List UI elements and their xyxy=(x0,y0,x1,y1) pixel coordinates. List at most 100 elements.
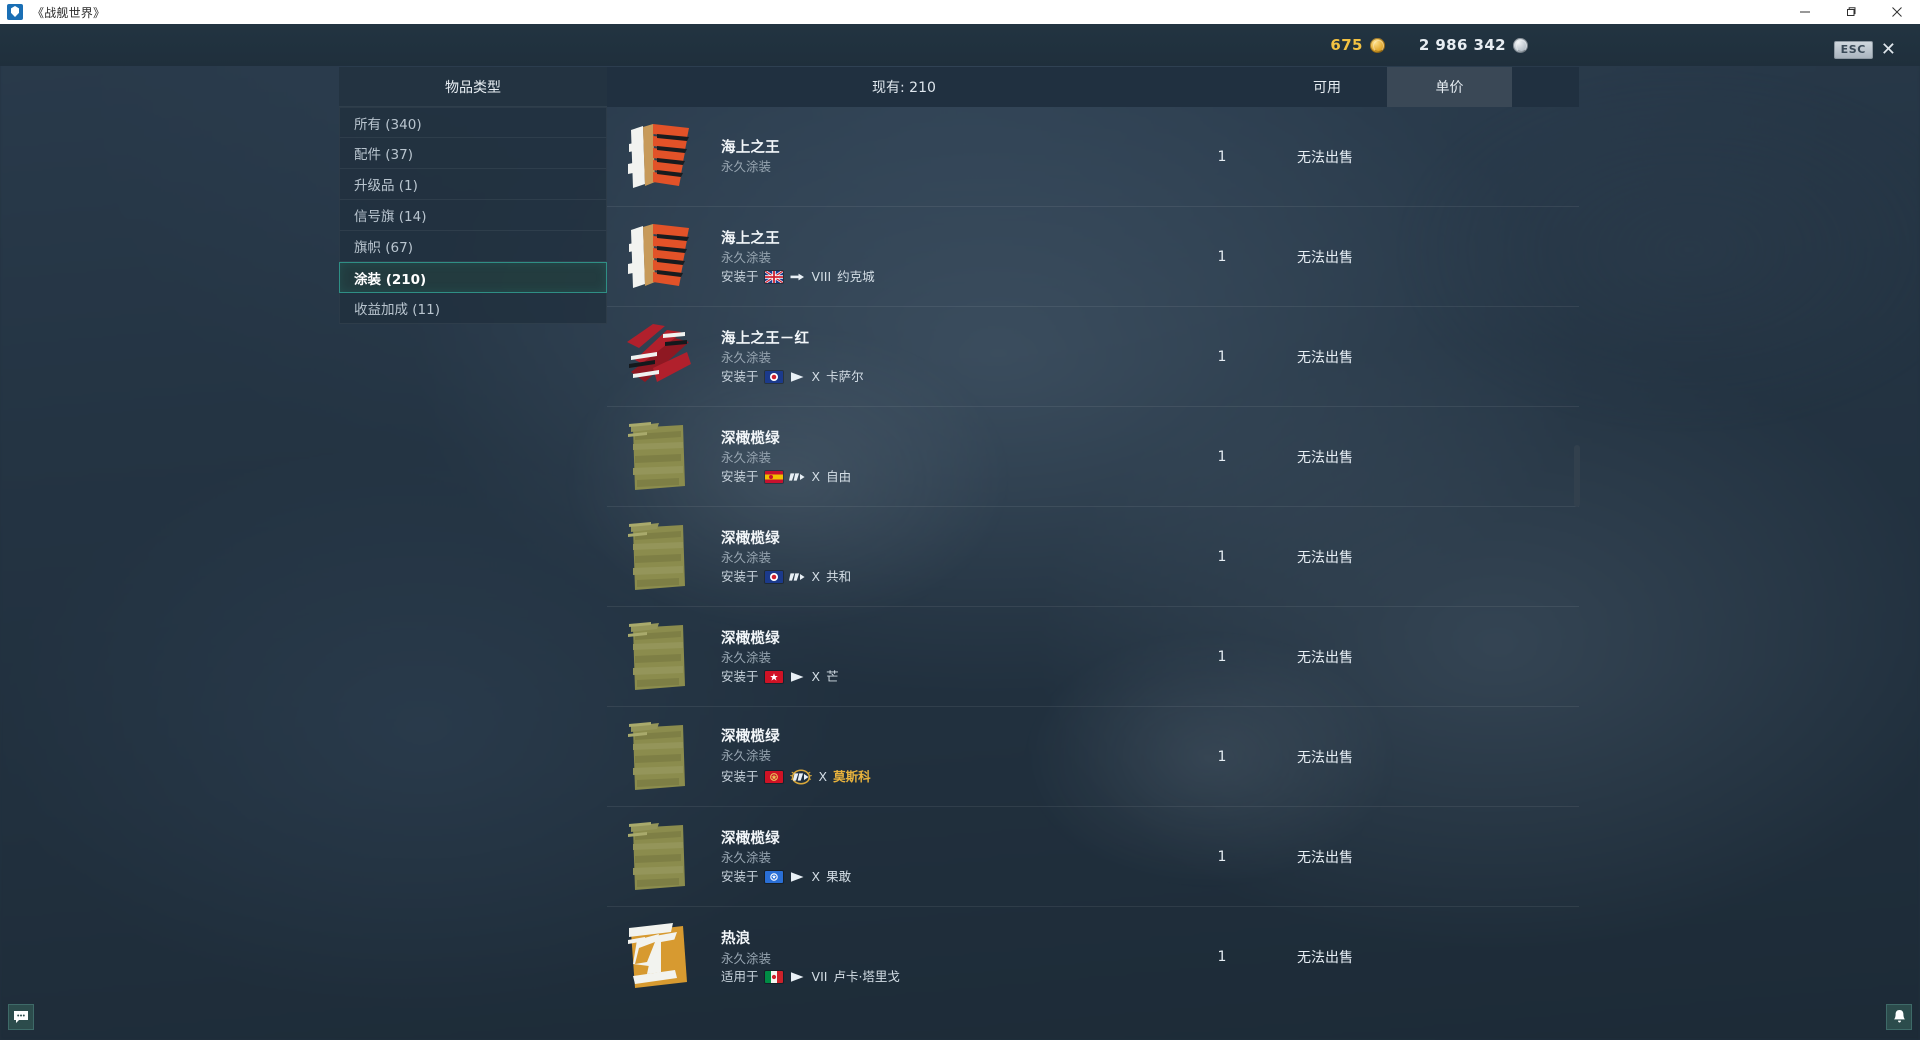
sidebar-item-modules[interactable]: 配件 (37) xyxy=(339,138,607,169)
item-quantity: 1 xyxy=(1217,149,1227,165)
tab-available[interactable]: 可用 xyxy=(1313,80,1341,96)
item-name: 海上之王 xyxy=(721,139,780,156)
chat-bubble-icon xyxy=(14,1011,28,1023)
item-price: 无法出售 xyxy=(1297,150,1353,166)
nation-flag-icon xyxy=(764,470,783,483)
item-subtitle: 永久涂装 xyxy=(721,350,772,365)
table-row[interactable]: 深橄榄绿 永久涂装 安装于 X 果敢 1 无法出售 xyxy=(607,807,1579,907)
item-price: 无法出售 xyxy=(1297,850,1353,866)
item-subtitle: 永久涂装 xyxy=(721,650,772,665)
doubloons-counter[interactable]: 675 xyxy=(1330,36,1385,54)
ship-name: 共和 xyxy=(826,568,852,584)
item-price: 无法出售 xyxy=(1297,250,1353,266)
item-subtitle: 永久涂装 xyxy=(721,450,772,465)
ship-name: 卢卡·塔里戈 xyxy=(833,969,900,985)
table-row[interactable]: 海上之王永久涂装 1 无法出售 xyxy=(607,107,1579,207)
item-list[interactable]: 海上之王 永久涂装 1 无法出售 海上之王 永久涂装 安装于 VIII 约克城 1 无法出售 xyxy=(607,107,1579,1008)
table-row[interactable]: 海上之王 永久涂装 安装于 VIII 约克城 1 无法出售 xyxy=(607,207,1579,307)
item-price: 无法出售 xyxy=(1297,950,1353,966)
camouflage-thumbnail xyxy=(623,220,699,294)
ship-tier: X xyxy=(811,668,821,684)
item-price: 无法出售 xyxy=(1297,450,1353,466)
mount-label: 安装于 xyxy=(721,468,759,484)
item-info: 深橄榄绿 永久涂装 安装于 X 果敢 xyxy=(721,830,1161,883)
ship-class-icon xyxy=(788,571,806,583)
close-icon[interactable] xyxy=(1874,0,1920,24)
mount-label: 安装于 xyxy=(721,868,759,884)
ship-name: 自由 xyxy=(826,468,852,484)
panel-header: 物品类型 现有: 210 可用 单价 xyxy=(339,67,1579,107)
item-price: 无法出售 xyxy=(1297,750,1353,766)
item-quantity: 1 xyxy=(1217,849,1227,865)
nation-flag-icon xyxy=(764,670,783,683)
mount-label: 安装于 xyxy=(721,668,759,684)
item-quantity: 1 xyxy=(1217,749,1227,765)
gold-doubloon-icon xyxy=(1369,37,1385,53)
ship-tier: X xyxy=(811,568,821,584)
item-name: 深橄榄绿 xyxy=(721,430,780,447)
close-x-icon[interactable]: ✕ xyxy=(1880,39,1896,60)
item-subtitle: 永久涂装 xyxy=(721,950,772,966)
window-title: 《战舰世界》 xyxy=(32,5,106,20)
sidebar-item-flags[interactable]: 旗帜 (67) xyxy=(339,231,607,262)
item-quantity: 1 xyxy=(1217,449,1227,465)
tab-unit-price[interactable]: 单价 xyxy=(1387,67,1512,107)
silver-credit-icon xyxy=(1513,37,1528,53)
item-name: 深橄榄绿 xyxy=(721,630,780,647)
camouflage-thumbnail xyxy=(623,320,699,394)
ship-name: 果敢 xyxy=(826,868,852,884)
mount-label: 安装于 xyxy=(721,268,759,284)
sidebar-header: 物品类型 xyxy=(339,67,607,107)
esc-close-control[interactable]: ESC ✕ xyxy=(1833,39,1896,60)
nation-flag-icon xyxy=(764,870,783,883)
item-info: 深橄榄绿 永久涂装 安装于 X 芒 xyxy=(721,630,1161,683)
item-name: 深橄榄绿 xyxy=(721,729,780,746)
ship-class-icon xyxy=(789,371,806,383)
ship-class-icon xyxy=(789,971,806,983)
credits-value: 2 986 342 xyxy=(1418,36,1506,54)
mount-label: 安装于 xyxy=(721,568,759,584)
item-mounted-ship: 安装于 X 卡萨尔 xyxy=(721,370,1161,384)
item-subtitle: 永久涂装 xyxy=(721,550,772,565)
minimize-icon[interactable] xyxy=(1782,0,1828,24)
nation-flag-icon xyxy=(764,971,783,984)
table-row[interactable]: 海上之王－红 永久涂装 安装于 X 卡萨尔 1 无法出售 xyxy=(607,307,1579,407)
ship-tier: X xyxy=(818,768,828,784)
ship-class-icon xyxy=(789,871,806,883)
list-scrollbar[interactable] xyxy=(1573,107,1581,1008)
scrollbar-thumb[interactable] xyxy=(1574,445,1580,507)
table-row[interactable]: 热浪 永久涂装 适用于 VII 卢卡·塔里戈 1 无法出售 xyxy=(607,907,1579,1007)
table-row[interactable]: 深橄榄绿 永久涂装 安装于 X 共和 1 无法出售 xyxy=(607,507,1579,607)
item-mounted-ship: 安装于 X 芒 xyxy=(721,668,1161,684)
ship-tier: VIII xyxy=(811,268,832,284)
ship-class-icon xyxy=(789,671,806,683)
item-price: 无法出售 xyxy=(1297,350,1353,366)
item-info: 海上之王 永久涂装 xyxy=(721,139,1161,175)
item-name: 海上之王 xyxy=(721,230,780,247)
table-row[interactable]: 深橄榄绿 永久涂装 安装于 X 自由 1 无法出售 xyxy=(607,407,1579,507)
item-mounted-ship: 安装于 X 共和 xyxy=(721,568,1161,584)
table-row[interactable]: 深橄榄绿 永久涂装 安装于 X 芒 1 无法出售 xyxy=(607,607,1579,707)
chat-button[interactable] xyxy=(8,1004,34,1030)
notifications-button[interactable] xyxy=(1886,1004,1912,1030)
sidebar-item-signals[interactable]: 信号旗 (14) xyxy=(339,200,607,231)
shield-icon xyxy=(7,4,23,20)
item-subtitle: 永久涂装 xyxy=(721,158,772,174)
item-quantity: 1 xyxy=(1217,649,1227,665)
item-quantity: 1 xyxy=(1217,949,1227,965)
item-mounted-ship: 安装于 X 果敢 xyxy=(721,868,1161,884)
top-hud-bar xyxy=(0,24,1920,66)
sidebar-item-all[interactable]: 所有 (340) xyxy=(339,107,607,138)
currency-display: 675 2 986 342 xyxy=(1330,24,1528,66)
table-row[interactable]: 深橄榄绿 永久涂装 安装于 X 莫斯科 1 无法出售 xyxy=(607,707,1579,807)
sidebar-item-upgrades[interactable]: 升级品 (1) xyxy=(339,169,607,200)
credits-counter[interactable]: 2 986 342 xyxy=(1419,36,1528,54)
sidebar-item-camouflage[interactable]: 涂装 (210) xyxy=(339,262,607,293)
sidebar-item-bonus[interactable]: 收益加成 (11) xyxy=(339,293,607,324)
maximize-icon[interactable] xyxy=(1828,0,1874,24)
mount-label: 安装于 xyxy=(721,768,759,784)
item-mounted-ship: 适用于 VII 卢卡·塔里戈 xyxy=(721,971,1161,984)
window-controls xyxy=(1782,0,1920,24)
doubloons-value: 675 xyxy=(1330,36,1363,54)
